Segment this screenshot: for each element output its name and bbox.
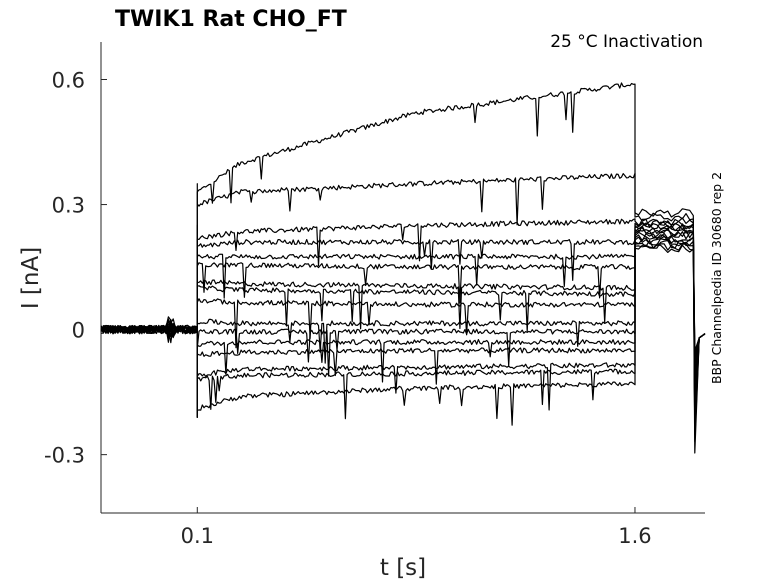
current-trace-16 [100, 244, 706, 454]
current-trace-3 [100, 217, 706, 427]
current-trace-2 [100, 172, 706, 404]
current-trace-7 [100, 224, 706, 418]
x-tick-label: 0.1 [181, 524, 214, 548]
current-trace-9 [100, 229, 706, 418]
current-trace-10 [100, 231, 706, 388]
current-trace-13 [100, 237, 706, 418]
source-id-label: BBP Channelpedia ID 30680 rep 2 [709, 172, 724, 384]
current-traces [100, 82, 706, 454]
chart-title: TWIK1 Rat CHO_FT [115, 7, 347, 32]
current-trace-5 [100, 221, 706, 418]
y-axis-label: I [nA] [18, 247, 44, 309]
current-trace-11 [100, 233, 706, 418]
ticks: 0.1 1.6 0.6 0.3 0 -0.3 [44, 69, 652, 548]
current-trace-6 [100, 223, 706, 363]
current-trace-14 [100, 239, 706, 436]
current-trace-4 [100, 218, 706, 442]
current-trace-8 [100, 227, 706, 422]
current-trace-1 [100, 82, 706, 421]
x-tick-label: 1.6 [618, 524, 651, 548]
y-tick-label: -0.3 [44, 444, 85, 468]
x-axis-label: t [s] [380, 555, 426, 581]
temperature-annotation: 25 °C Inactivation [550, 32, 703, 52]
y-tick-label: 0.6 [52, 69, 85, 93]
current-trace-15 [100, 243, 706, 420]
y-tick-label: 0 [72, 319, 85, 343]
current-trace-12 [100, 236, 706, 388]
y-tick-label: 0.3 [52, 194, 85, 218]
axes [100, 42, 705, 514]
